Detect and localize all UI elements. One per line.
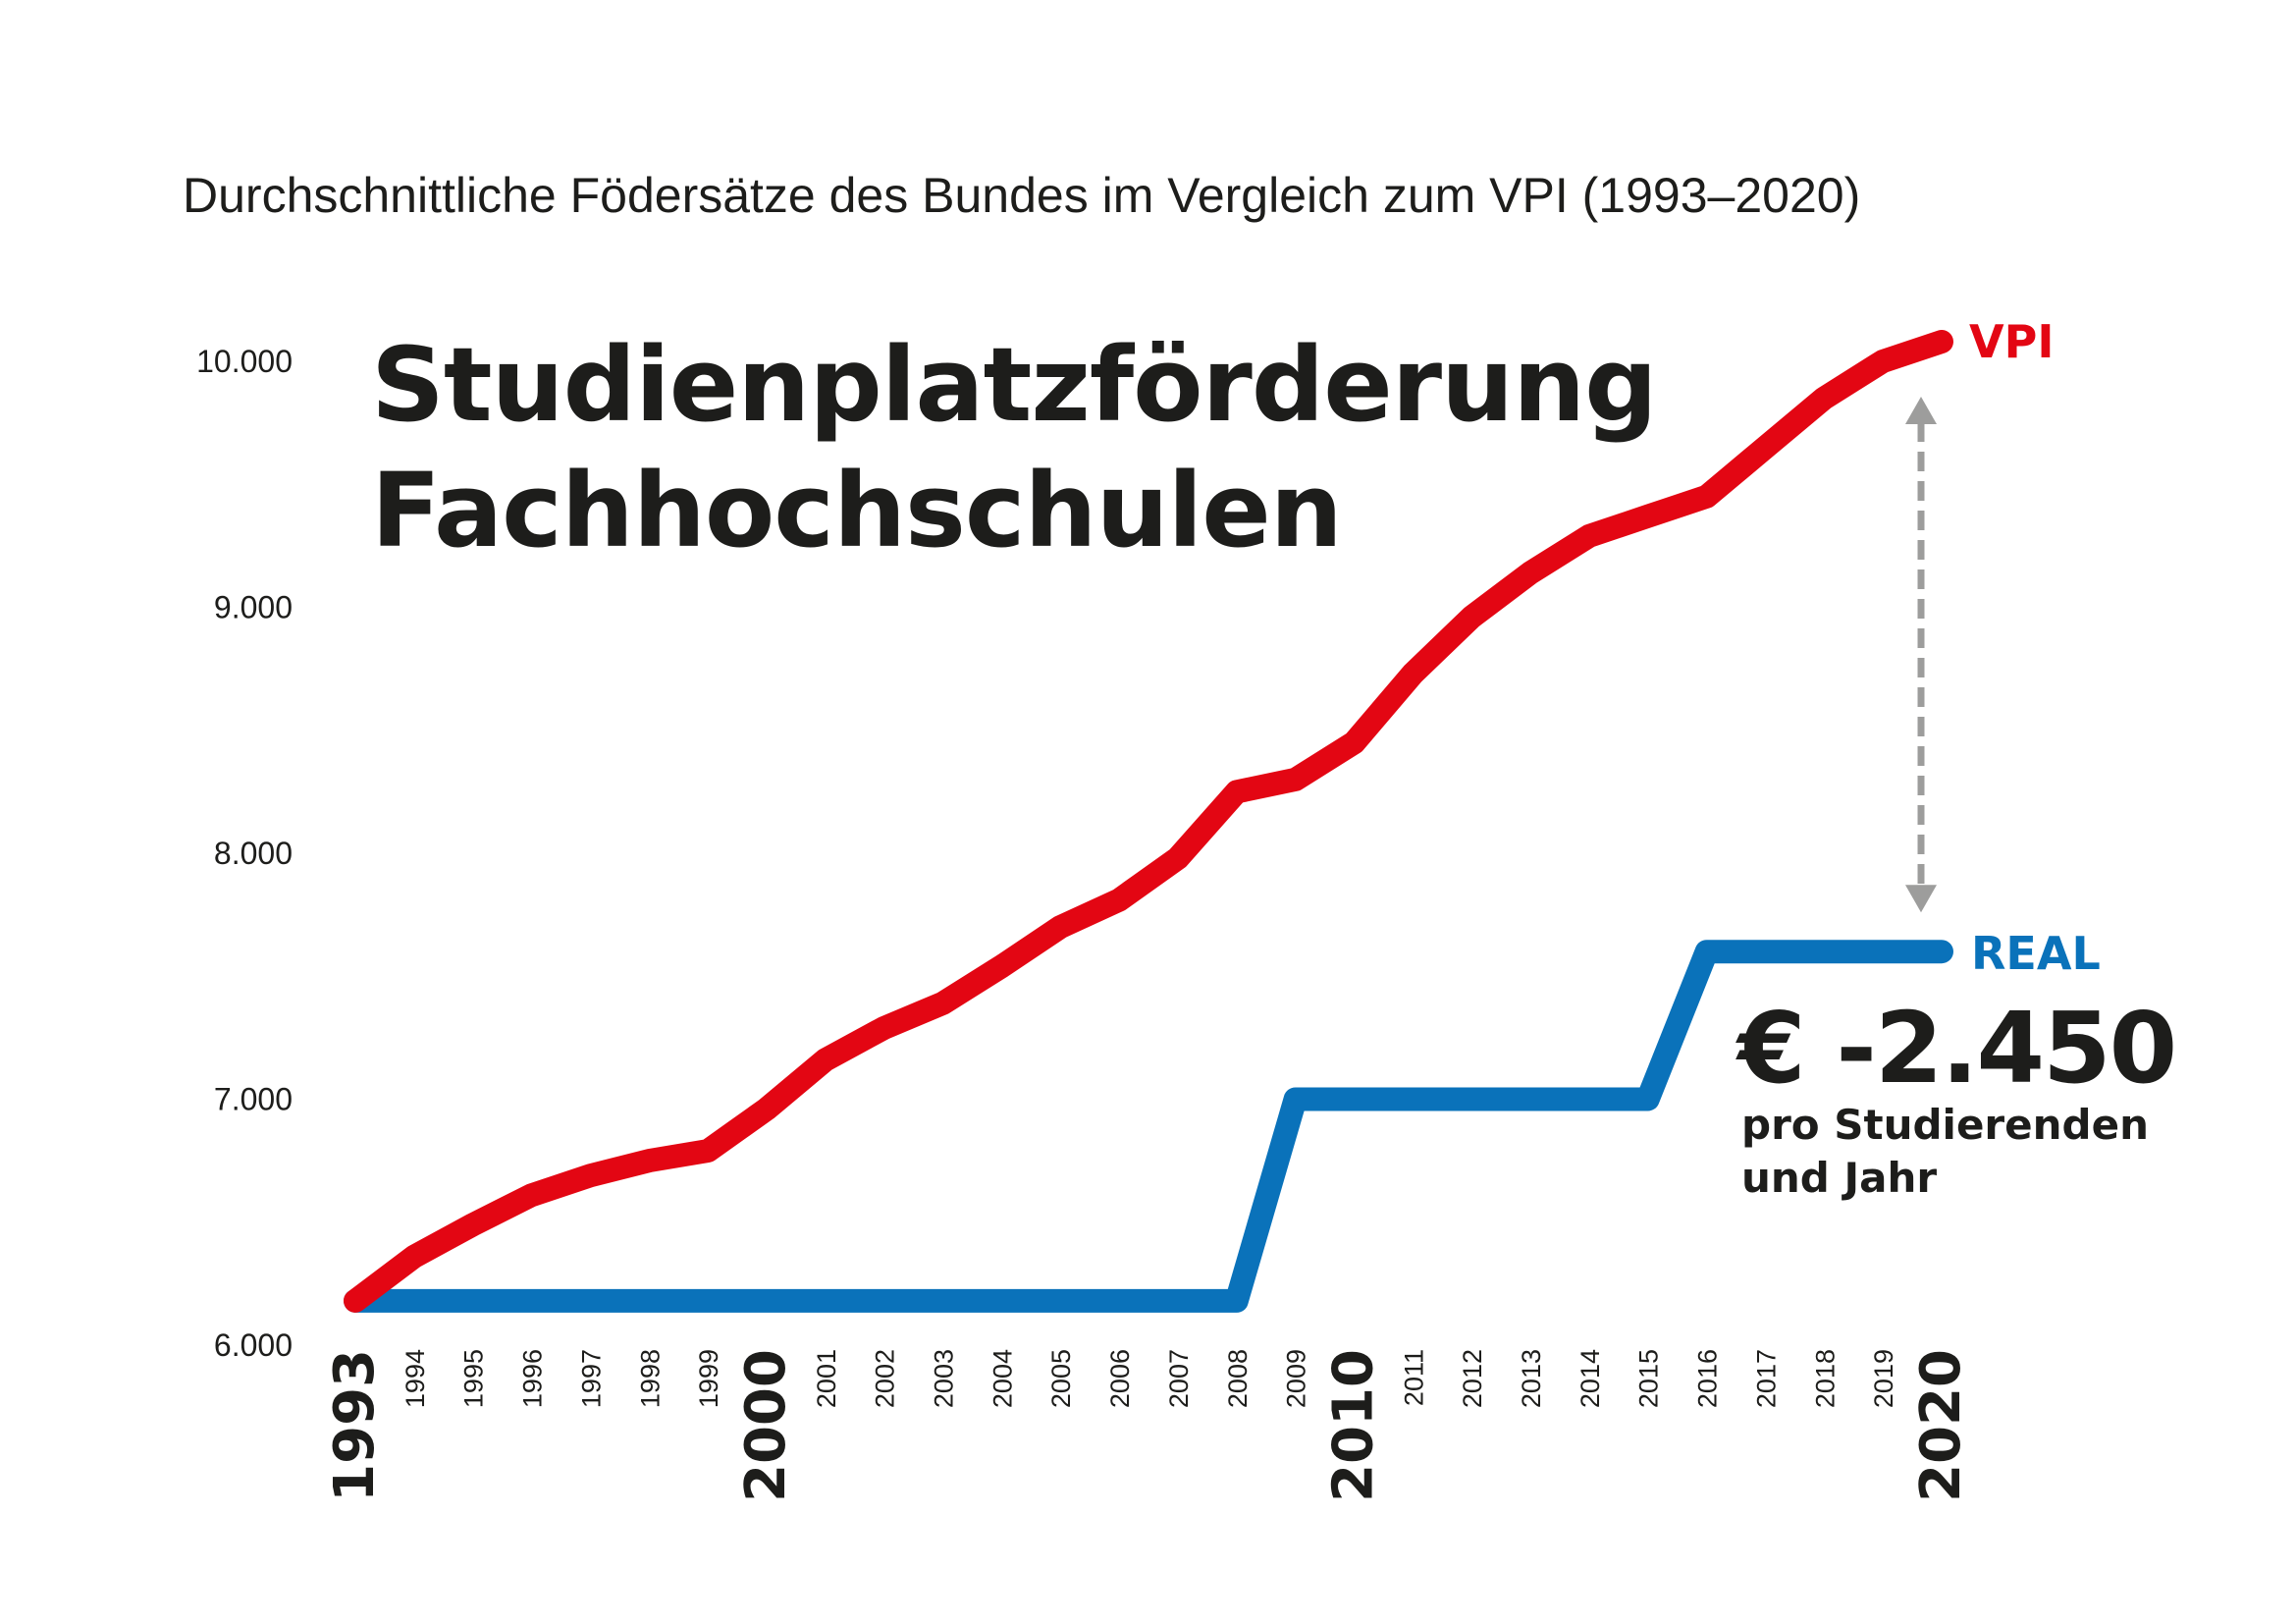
x-tick-label: 2008 — [1223, 1349, 1253, 1408]
difference-value: € -2.450 — [1735, 991, 2175, 1106]
x-tick-label: 2018 — [1810, 1349, 1840, 1408]
x-axis: 1993 1994 1995 1996 1997 1998 1999 2000 2001 2002… — [323, 1349, 1973, 1502]
x-tick-label: 2000 — [734, 1349, 798, 1502]
x-tick-label: 2009 — [1282, 1349, 1311, 1408]
x-tick-label: 2017 — [1751, 1349, 1781, 1408]
y-axis: 6.000 7.000 8.000 9.000 10.000 — [196, 344, 293, 1363]
difference-caption-line-2: und Jahr — [1741, 1154, 1937, 1202]
x-tick-label: 2002 — [871, 1349, 900, 1408]
x-tick-label: 2012 — [1458, 1349, 1487, 1408]
x-tick-label: 2007 — [1164, 1349, 1194, 1408]
x-tick-label: 2019 — [1869, 1349, 1898, 1408]
x-tick-label: 2001 — [812, 1349, 841, 1408]
y-tick-label: 9.000 — [214, 590, 293, 625]
vpi-series-label: VPI — [1969, 315, 2054, 368]
y-tick-label: 10.000 — [196, 344, 293, 379]
x-tick-label: 1996 — [518, 1349, 548, 1408]
x-tick-label: 1997 — [576, 1349, 606, 1408]
chart-title-line-2: Fachhochschulen — [371, 451, 1342, 570]
x-tick-label: 2015 — [1634, 1349, 1664, 1408]
x-tick-label: 2004 — [988, 1349, 1017, 1408]
vpi-series-line — [344, 330, 1953, 1313]
x-tick-label: 2005 — [1046, 1349, 1076, 1408]
y-tick-label: 7.000 — [214, 1082, 293, 1117]
x-tick-label: 2016 — [1693, 1349, 1723, 1408]
chart-title-line-1: Studienplatzförderung — [371, 325, 1657, 445]
x-tick-label: 2020 — [1909, 1349, 1973, 1502]
x-tick-label: 1994 — [400, 1349, 430, 1408]
arrow-up-icon — [1905, 396, 1937, 424]
x-tick-label: 2011 — [1399, 1349, 1428, 1406]
gap-arrow — [1905, 396, 1937, 913]
x-tick-label: 2013 — [1517, 1349, 1546, 1408]
y-tick-label: 6.000 — [214, 1327, 293, 1363]
x-tick-label: 1999 — [694, 1349, 723, 1408]
chart-subtitle: Durchschnittliche Födersätze des Bundes … — [183, 168, 1860, 223]
x-tick-label: 1998 — [635, 1349, 665, 1408]
x-tick-label: 1995 — [459, 1349, 489, 1408]
x-tick-label: 2010 — [1321, 1349, 1385, 1502]
x-tick-label: 1993 — [323, 1349, 387, 1502]
x-tick-label: 2003 — [930, 1349, 959, 1408]
real-series-line — [344, 940, 1953, 1313]
difference-caption-line-1: pro Studierenden — [1741, 1101, 2149, 1149]
y-tick-label: 8.000 — [214, 836, 293, 871]
series-layer — [344, 330, 1953, 1313]
x-tick-label: 2006 — [1105, 1349, 1135, 1408]
real-series-label: REAL — [1971, 927, 2101, 980]
x-tick-label: 2014 — [1575, 1349, 1605, 1408]
arrow-down-icon — [1905, 885, 1937, 913]
